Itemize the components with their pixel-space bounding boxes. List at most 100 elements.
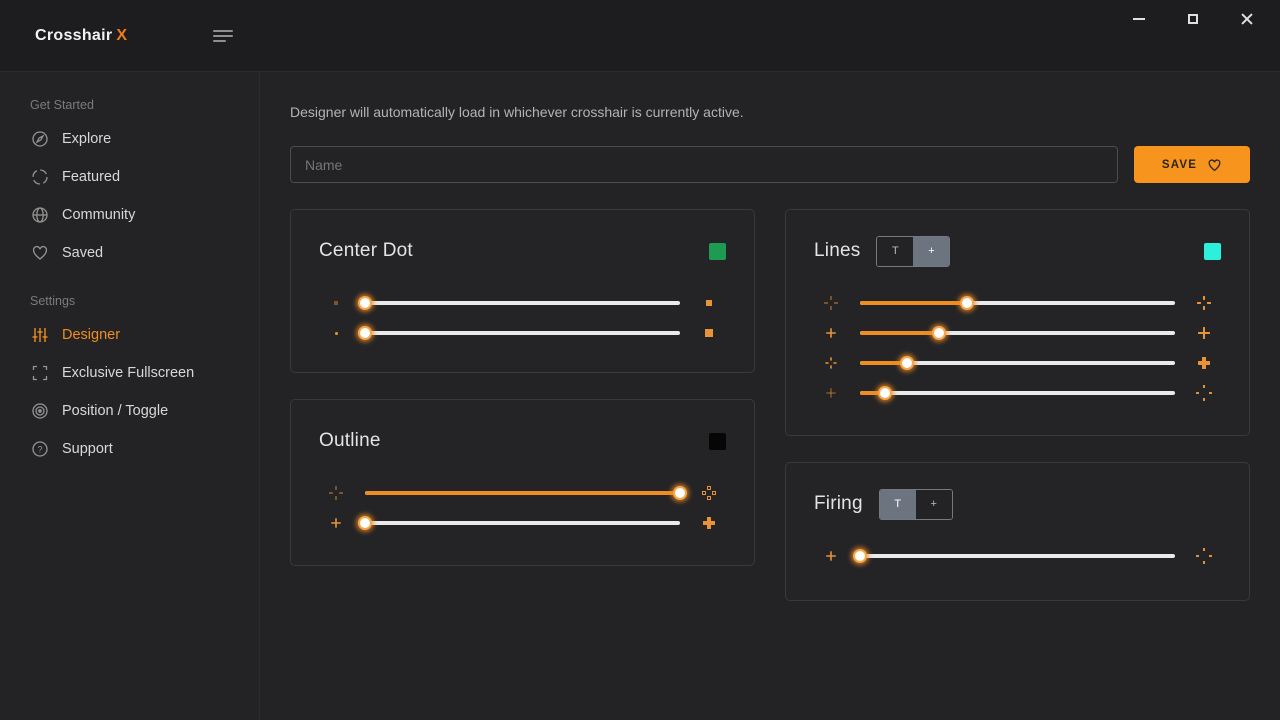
center-dot-color-swatch[interactable]: [709, 242, 726, 260]
sidebar-item-explore[interactable]: Explore: [30, 120, 259, 158]
sidebar-item-label: Position / Toggle: [62, 403, 169, 419]
lines-thickness-slider[interactable]: [860, 356, 1175, 371]
firing-toggle-t[interactable]: T: [879, 489, 916, 519]
sidebar-item-label: Designer: [62, 327, 121, 343]
slider-handle[interactable]: [673, 486, 687, 500]
bright-square-icon: [706, 300, 712, 306]
plus-small-dim-icon: [825, 387, 838, 400]
slider-handle[interactable]: [900, 356, 915, 370]
outline-thickness-row: [319, 508, 726, 538]
center-dot-opacity-slider[interactable]: [358, 296, 680, 311]
close-button[interactable]: [1232, 6, 1262, 32]
lines-opacity-slider[interactable]: [860, 296, 1175, 311]
firing-title: Firing: [814, 493, 863, 514]
sidebar-item-support[interactable]: ? Support: [30, 430, 259, 468]
lines-length-slider[interactable]: [860, 326, 1175, 341]
plus-bold-icon: [1196, 355, 1212, 371]
firing-panel: Firing T +: [785, 462, 1250, 601]
outline-opacity-row: [319, 478, 726, 508]
slider-handle[interactable]: [853, 549, 867, 563]
scope-icon: [30, 167, 50, 187]
center-dot-panel: Center Dot: [290, 209, 755, 373]
large-square-icon: [705, 329, 713, 337]
close-icon: [1241, 13, 1253, 25]
plus-bold-icon: [701, 515, 717, 531]
dim-square-icon: [334, 301, 338, 305]
lines-gap-slider[interactable]: [860, 386, 1175, 401]
sidebar-item-label: Featured: [62, 169, 121, 185]
slider-handle[interactable]: [931, 326, 946, 340]
hamburger-menu-icon[interactable]: [213, 28, 237, 44]
sidebar-section-get-started: Get Started: [30, 98, 94, 112]
plus-small-icon: [825, 327, 838, 340]
slider-handle[interactable]: [358, 326, 372, 340]
crosshair-dim-icon: [328, 485, 344, 501]
compass-icon: [30, 129, 50, 149]
sidebar-item-designer[interactable]: Designer: [30, 316, 259, 354]
minimize-icon: [1133, 18, 1145, 20]
designer-page: Designer will automatically load in whic…: [260, 72, 1280, 720]
firing-toggle-plus[interactable]: +: [915, 489, 952, 519]
crosshair-name-input[interactable]: [290, 146, 1118, 183]
sidebar-item-label: Community: [62, 207, 136, 223]
outline-opacity-slider[interactable]: [365, 486, 687, 501]
center-dot-size-row: [319, 318, 726, 348]
designer-info-text: Designer will automatically load in whic…: [290, 104, 744, 120]
app-logo: Crosshair X: [35, 27, 127, 45]
lines-panel: Lines T +: [785, 209, 1250, 436]
sidebar-item-featured[interactable]: Featured: [30, 158, 259, 196]
lines-thickness-row: [814, 348, 1221, 378]
slider-handle[interactable]: [878, 386, 893, 400]
crosshair-dim-icon: [823, 295, 839, 311]
save-button[interactable]: SAVE: [1134, 146, 1250, 183]
sidebar-item-label: Support: [62, 441, 113, 457]
sidebar-item-label: Explore: [62, 131, 112, 147]
sidebar-item-exclusive-fullscreen[interactable]: Exclusive Fullscreen: [30, 354, 259, 392]
crosshair-wide-gap-icon: [1196, 548, 1212, 564]
sidebar-item-community[interactable]: Community: [30, 196, 259, 234]
help-icon: ?: [30, 439, 50, 459]
lines-length-row: [814, 318, 1221, 348]
center-dot-size-slider[interactable]: [358, 326, 680, 341]
outline-thickness-slider[interactable]: [358, 516, 680, 531]
firing-error-slider[interactable]: [853, 549, 1175, 564]
heart-icon: [1208, 158, 1221, 171]
slider-handle[interactable]: [358, 296, 372, 310]
crosshair-hollow-icon: [701, 485, 717, 501]
center-dot-title: Center Dot: [319, 240, 413, 261]
plus-small-icon: [330, 517, 343, 530]
sidebar-item-label: Exclusive Fullscreen: [62, 365, 195, 381]
sidebar-item-label: Saved: [62, 245, 104, 261]
save-button-label: SAVE: [1161, 158, 1198, 171]
sidebar-section-settings: Settings: [30, 294, 76, 308]
plus-medium-icon: [1196, 325, 1212, 341]
lines-gap-row: [814, 378, 1221, 408]
lines-toggle-t[interactable]: T: [877, 236, 914, 266]
lines-opacity-row: [814, 288, 1221, 318]
lines-toggle-plus[interactable]: +: [913, 236, 950, 266]
crosshair-bright-icon: [1196, 295, 1212, 311]
outline-color-swatch[interactable]: [709, 432, 726, 450]
lines-title: Lines: [814, 240, 861, 261]
center-dot-opacity-row: [319, 288, 726, 318]
firing-style-toggle[interactable]: T +: [878, 488, 953, 520]
lines-style-toggle[interactable]: T +: [876, 235, 951, 267]
plus-small-icon: [825, 550, 838, 563]
brand-accent: X: [116, 26, 128, 44]
outline-title: Outline: [319, 430, 381, 451]
fullscreen-icon: [30, 363, 50, 383]
slider-handle[interactable]: [358, 516, 372, 530]
crosshair-small-icon: [825, 357, 838, 370]
maximize-icon: [1188, 14, 1198, 24]
globe-icon: [30, 205, 50, 225]
minimize-button[interactable]: [1124, 6, 1154, 32]
slider-handle[interactable]: [960, 296, 975, 310]
outline-panel: Outline: [290, 399, 755, 566]
window-controls: [1124, 6, 1262, 32]
target-icon: [30, 401, 50, 421]
maximize-button[interactable]: [1178, 6, 1208, 32]
sidebar-item-position-toggle[interactable]: Position / Toggle: [30, 392, 259, 430]
sidebar-item-saved[interactable]: Saved: [30, 234, 259, 272]
lines-color-swatch[interactable]: [1204, 242, 1221, 260]
crosshair-wide-gap-icon: [1196, 385, 1212, 401]
